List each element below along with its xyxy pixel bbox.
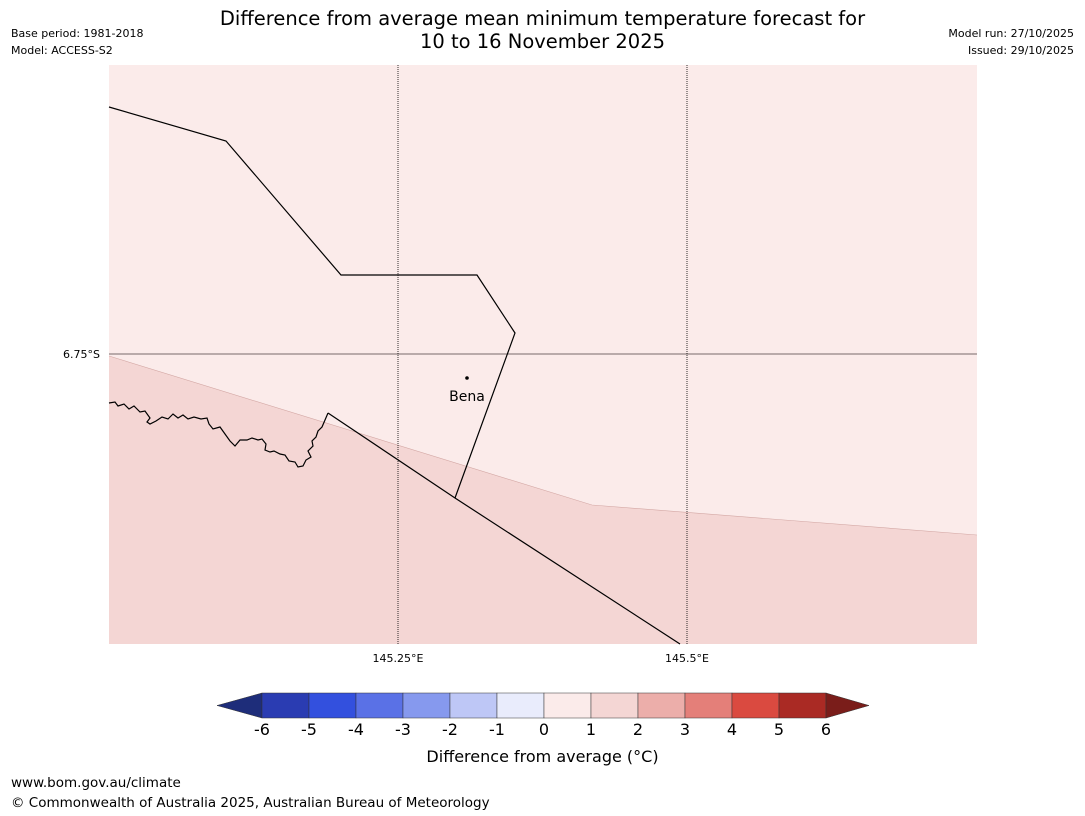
colorbar-swatch xyxy=(496,692,545,719)
colorbar-tick-label: 1 xyxy=(586,720,596,739)
anomaly-1-to-2-region xyxy=(109,356,977,644)
base-period: Base period: 1981-2018 xyxy=(11,27,144,40)
colorbar-tick-label: -6 xyxy=(254,720,270,739)
colorbar-extend-high xyxy=(825,692,870,719)
colorbar-swatch xyxy=(637,692,686,719)
colorbar-tick-label: 3 xyxy=(680,720,690,739)
colorbar-tick-label: -2 xyxy=(442,720,458,739)
lat-label: 6.75°S xyxy=(63,348,100,361)
model-name: Model: ACCESS-S2 xyxy=(11,44,113,57)
title-line-2: 10 to 16 November 2025 xyxy=(419,30,666,53)
colorbar-tick-label: -5 xyxy=(301,720,317,739)
province-boundary-south xyxy=(327,412,681,645)
colorbar-tick-label: 4 xyxy=(727,720,737,739)
colorbar-tick-label: 6 xyxy=(821,720,831,739)
lon-label-1: 145.25°E xyxy=(373,652,424,665)
colorbar-swatch xyxy=(590,692,639,719)
colorbar-tick-label: -3 xyxy=(395,720,411,739)
lon-label-2: 145.5°E xyxy=(665,652,709,665)
issued-date: Issued: 29/10/2025 xyxy=(967,44,1074,57)
province-boundary xyxy=(108,106,516,499)
footer-copyright: © Commonwealth of Australia 2025, Austra… xyxy=(11,795,490,811)
colorbar-label-text: Difference from average (°C) xyxy=(426,747,659,766)
colorbar-tick-label: 0 xyxy=(539,720,549,739)
colorbar-swatch xyxy=(731,692,780,719)
colorbar-tick-label: 2 xyxy=(633,720,643,739)
contour-line xyxy=(108,355,978,536)
colorbar-label: Difference from average (°C) xyxy=(0,747,1085,766)
colorbar-swatch xyxy=(308,692,357,719)
colorbar-swatch xyxy=(543,692,592,719)
map-title: Difference from average mean minimum tem… xyxy=(0,7,1085,53)
colorbar-swatch xyxy=(402,692,451,719)
colorbar-swatch xyxy=(778,692,827,719)
colorbar-tick-label: -1 xyxy=(489,720,505,739)
river-line xyxy=(108,401,329,468)
model-run: Model run: 27/10/2025 xyxy=(948,27,1074,40)
bena-location-dot xyxy=(465,376,469,380)
place-label-bena: Bena xyxy=(449,389,485,405)
colorbar-swatch xyxy=(261,692,310,719)
colorbar-tick-label: -4 xyxy=(348,720,364,739)
colorbar-swatch xyxy=(449,692,498,719)
title-line-1: Difference from average mean minimum tem… xyxy=(219,7,866,30)
footer-url[interactable]: www.bom.gov.au/climate xyxy=(11,775,181,791)
colorbar-swatch xyxy=(355,692,404,719)
colorbar-extend-low xyxy=(216,692,263,719)
colorbar-tick-label: 5 xyxy=(774,720,784,739)
colorbar-swatch xyxy=(684,692,733,719)
